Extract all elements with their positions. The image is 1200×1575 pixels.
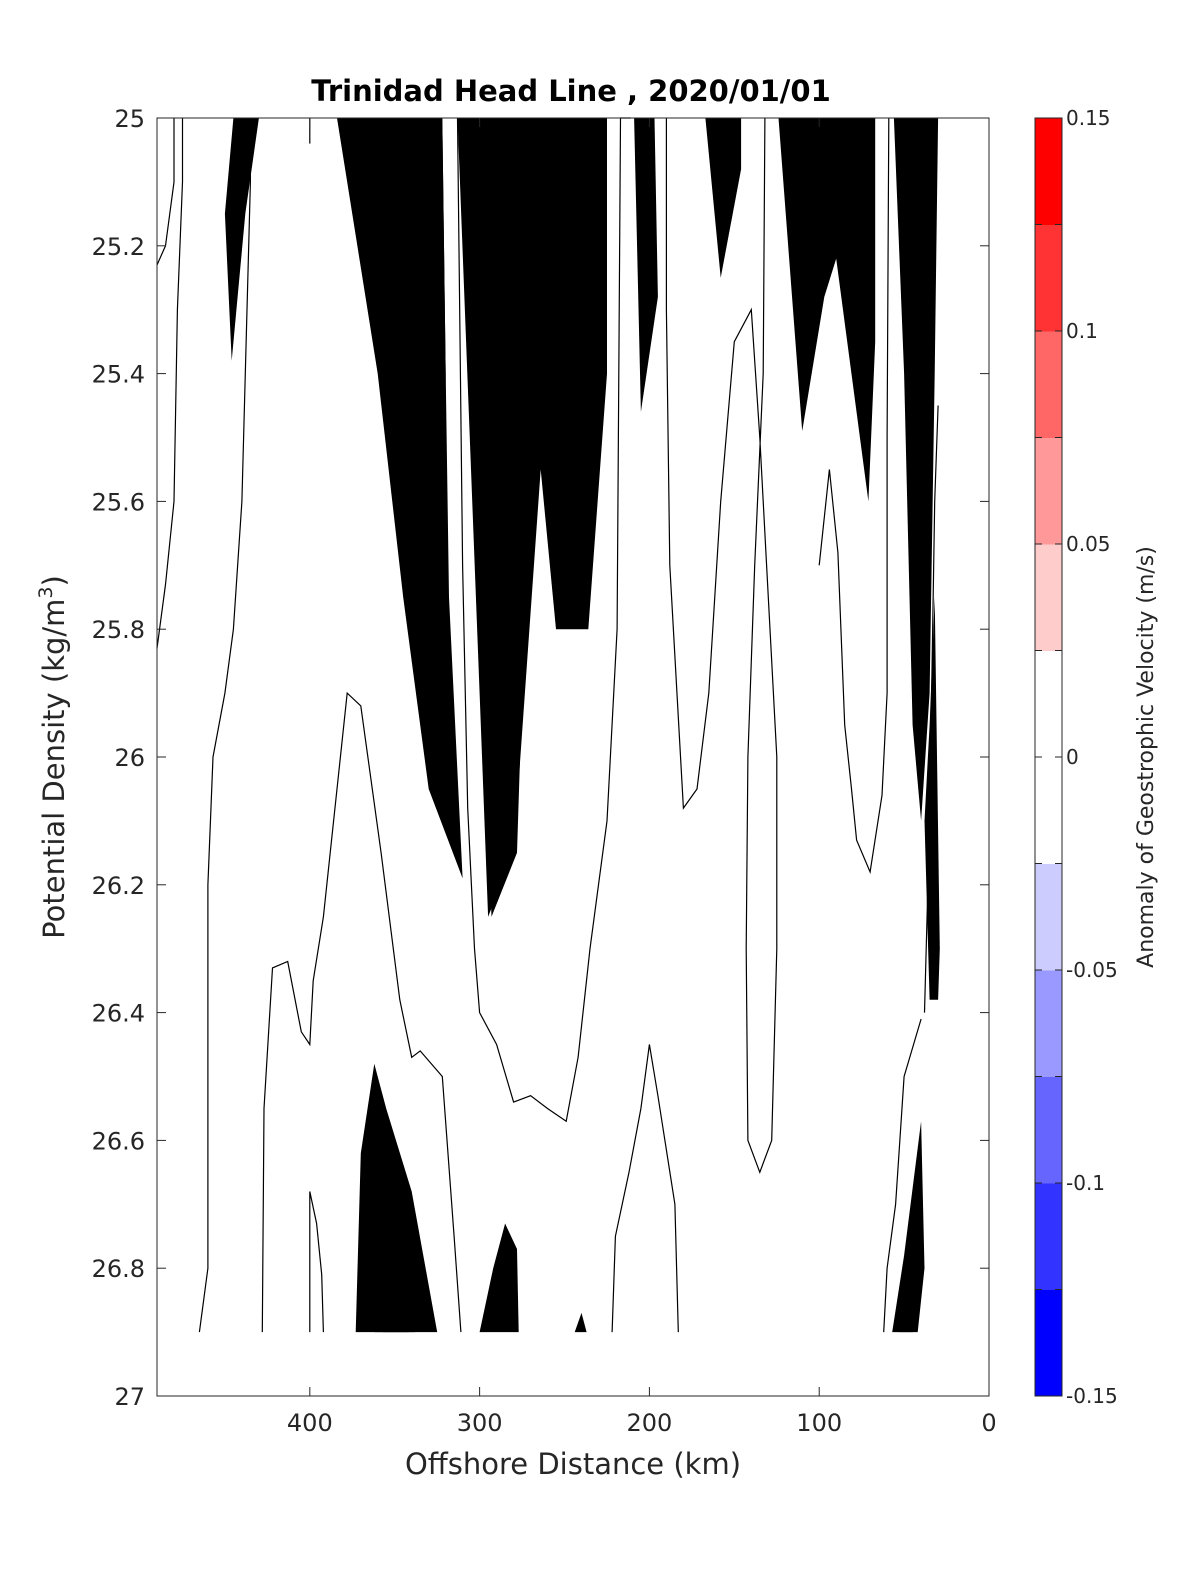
positive-anomaly-region <box>812 118 849 150</box>
y-tick-label: 25.6 <box>92 488 145 516</box>
zero-contour-line <box>198 118 251 1333</box>
negative-anomaly-region <box>391 118 433 291</box>
colorbar-tick-label: 0 <box>1066 745 1079 769</box>
x-tick-label: 200 <box>627 1409 673 1437</box>
positive-anomaly-region <box>569 118 594 291</box>
y-axis-label-main: Potential Density (kg/m <box>37 599 71 939</box>
zero-contour-line <box>611 1044 679 1333</box>
x-axis-ticks: 400 300 200 100 0 <box>287 118 997 1437</box>
negative-anomaly-region <box>479 1223 519 1333</box>
colorbar-swatch <box>1035 437 1062 545</box>
zero-contour-line <box>665 117 778 1175</box>
colorbar-swatch <box>1035 863 1062 971</box>
y-tick-label: 26.4 <box>92 1000 145 1028</box>
positive-anomaly-region <box>849 118 874 157</box>
x-axis-label: Offshore Distance (km) <box>405 1447 741 1481</box>
y-tick-label: 26 <box>114 744 145 772</box>
positive-anomaly-region <box>778 118 876 502</box>
filled-contours <box>224 118 940 1333</box>
zero-contour-line <box>818 117 890 875</box>
colorbar-swatch <box>1035 1076 1062 1184</box>
colorbar-swatch <box>1035 650 1062 758</box>
zero-contour-line <box>156 118 184 649</box>
colorbar-swatch <box>1035 224 1062 332</box>
y-axis-label-sup: 3 <box>35 586 57 598</box>
colorbar-label: Anomaly of Geostrophic Velocity (m/s) <box>1134 546 1159 968</box>
zero-contour-line <box>883 1018 922 1333</box>
colorbar: 0.15 0.1 0.05 0 -0.05 -0.1 -0.15 Anomaly of Ge… <box>1034 106 1159 1408</box>
x-tick-label: 0 <box>981 1409 996 1437</box>
colorbar-tick-label: 0.1 <box>1066 319 1098 343</box>
colorbar-tick-label: -0.1 <box>1066 1171 1105 1195</box>
y-tick-label: 25 <box>114 105 145 133</box>
y-tick-label: 26.6 <box>92 1127 145 1155</box>
zero-contour-line <box>261 691 462 1333</box>
y-tick-label: 25.8 <box>92 616 145 644</box>
positive-anomaly-region <box>355 1063 438 1333</box>
colorbar-swatches <box>1035 118 1062 1397</box>
chart-title: Trinidad Head Line , 2020/01/01 <box>311 74 831 108</box>
positive-anomaly-region <box>705 118 742 278</box>
positive-anomaly-region <box>899 1255 923 1333</box>
colorbar-swatch <box>1035 1183 1062 1290</box>
negative-anomaly-region <box>574 1312 587 1333</box>
colorbar-tick-label: -0.05 <box>1066 958 1118 982</box>
colorbar-tick-label: -0.15 <box>1066 1384 1118 1408</box>
colorbar-ticks: 0.15 0.1 0.05 0 -0.05 -0.1 -0.15 <box>1035 106 1118 1408</box>
y-tick-label: 26.2 <box>92 872 145 900</box>
y-tick-label: 25.2 <box>92 233 145 261</box>
y-tick-label: 26.8 <box>92 1255 145 1283</box>
x-tick-label: 100 <box>796 1409 842 1437</box>
negative-anomaly-region <box>634 118 658 412</box>
positive-anomaly-region <box>483 118 504 150</box>
y-tick-label: 27 <box>114 1383 145 1411</box>
y-tick-label: 25.4 <box>92 361 145 389</box>
negative-anomaly-region <box>411 118 434 138</box>
colorbar-tick-label: 0.15 <box>1066 106 1111 130</box>
zero-contour-line <box>309 1191 324 1333</box>
zero-contour-line <box>156 118 175 266</box>
colorbar-swatch <box>1035 1289 1062 1397</box>
positive-anomaly-region <box>927 820 939 981</box>
positive-anomaly-region <box>469 118 523 917</box>
colorbar-swatch <box>1035 757 1062 864</box>
negative-anomaly-region <box>912 118 927 310</box>
colorbar-swatch <box>1035 544 1062 651</box>
x-tick-label: 400 <box>287 1409 333 1437</box>
colorbar-swatch <box>1035 118 1062 225</box>
x-tick-label: 300 <box>457 1409 503 1437</box>
zero-contour-line <box>923 405 939 1013</box>
zero-contour-line <box>456 117 631 1123</box>
plot-area: 400 300 200 100 0 25 25.2 25.4 25.6 25.8 26 26.2 26… <box>92 105 997 1437</box>
y-axis-label-close: ) <box>37 575 71 586</box>
positive-anomaly-region <box>382 1300 409 1333</box>
colorbar-swatch <box>1035 970 1062 1077</box>
zero-contour-lines <box>156 117 939 1333</box>
positive-anomaly-region <box>479 118 511 438</box>
colorbar-swatch <box>1035 331 1062 438</box>
positive-anomaly-region <box>224 118 259 361</box>
colorbar-tick-label: 0.05 <box>1066 532 1111 556</box>
y-axis-ticks: 25 25.2 25.4 25.6 25.8 26 26.2 26.4 26.6 26.8 27 <box>92 105 989 1411</box>
y-axis-label: Potential Density (kg/m3) <box>35 575 71 939</box>
